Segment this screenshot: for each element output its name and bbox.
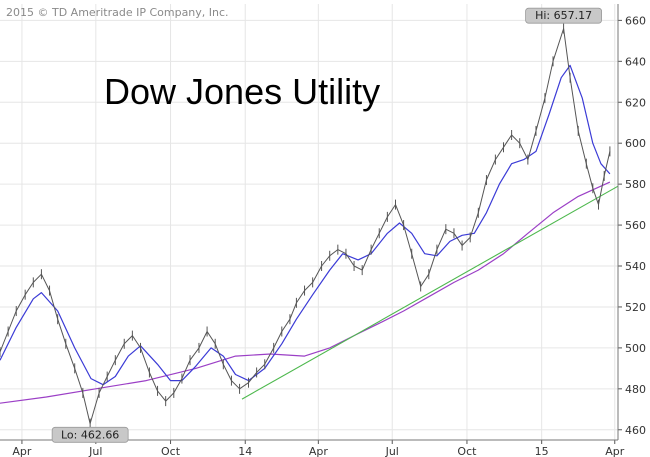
long-ma-line — [0, 181, 611, 404]
x-tick-label: Apr — [309, 445, 329, 457]
y-tick-label: 580 — [625, 178, 646, 191]
x-tick-label: Oct — [457, 445, 477, 457]
y-tick-label: 500 — [625, 342, 646, 355]
y-tick-label: 560 — [625, 219, 646, 232]
chart-title: Dow Jones Utility — [104, 71, 380, 112]
x-tick-label: 15 — [535, 445, 549, 457]
x-tick-label: Jul — [88, 445, 102, 457]
x-tick-label: Apr — [12, 445, 32, 457]
high-badge-box — [525, 7, 602, 24]
y-tick-label: 480 — [625, 383, 646, 396]
copyright-text: 2015 © TD Ameritrade IP Company, Inc. — [6, 6, 229, 19]
y-tick-label: 520 — [625, 301, 646, 314]
x-tick-label: 14 — [238, 445, 252, 457]
trendline-line — [241, 185, 619, 400]
high-badge-text: Hi: 657.17 — [535, 9, 592, 22]
y-tick-label: 600 — [625, 137, 646, 150]
axis-layer: 460 480 500 520 540 560 580 600 620 640 660 Apr Jul O… — [0, 4, 646, 457]
low-badge-text: Lo: 462.66 — [61, 428, 119, 441]
y-tick-label: 640 — [625, 55, 646, 68]
x-tick-label: Apr — [605, 445, 625, 457]
y-tick-label: 660 — [625, 14, 646, 27]
grid-layer — [0, 4, 618, 440]
price-line — [0, 28, 611, 425]
high-badge: Hi: 657.17 — [525, 7, 602, 24]
x-tick-label: Jul — [385, 445, 399, 457]
y-tick-label: 540 — [625, 260, 646, 273]
series-layer — [0, 23, 619, 429]
low-badge-box — [51, 426, 129, 443]
low-badge: Lo: 462.66 — [51, 426, 129, 443]
annotation-layer: Hi: 657.17 Lo: 462.66 — [51, 7, 602, 443]
x-tick-label: Oct — [161, 445, 181, 457]
y-tick-label: 460 — [625, 424, 646, 437]
y-tick-label: 620 — [625, 96, 646, 109]
